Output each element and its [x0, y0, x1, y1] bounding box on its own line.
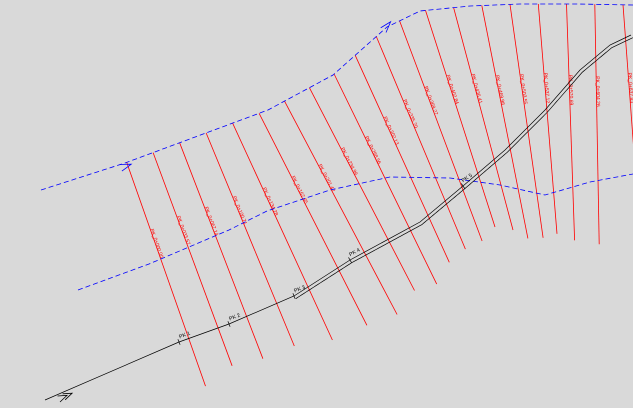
svg-text:PK_0+604.26: PK_0+604.26 [594, 76, 601, 107]
svg-text:PK_0+570.69: PK_0+570.69 [567, 75, 574, 106]
